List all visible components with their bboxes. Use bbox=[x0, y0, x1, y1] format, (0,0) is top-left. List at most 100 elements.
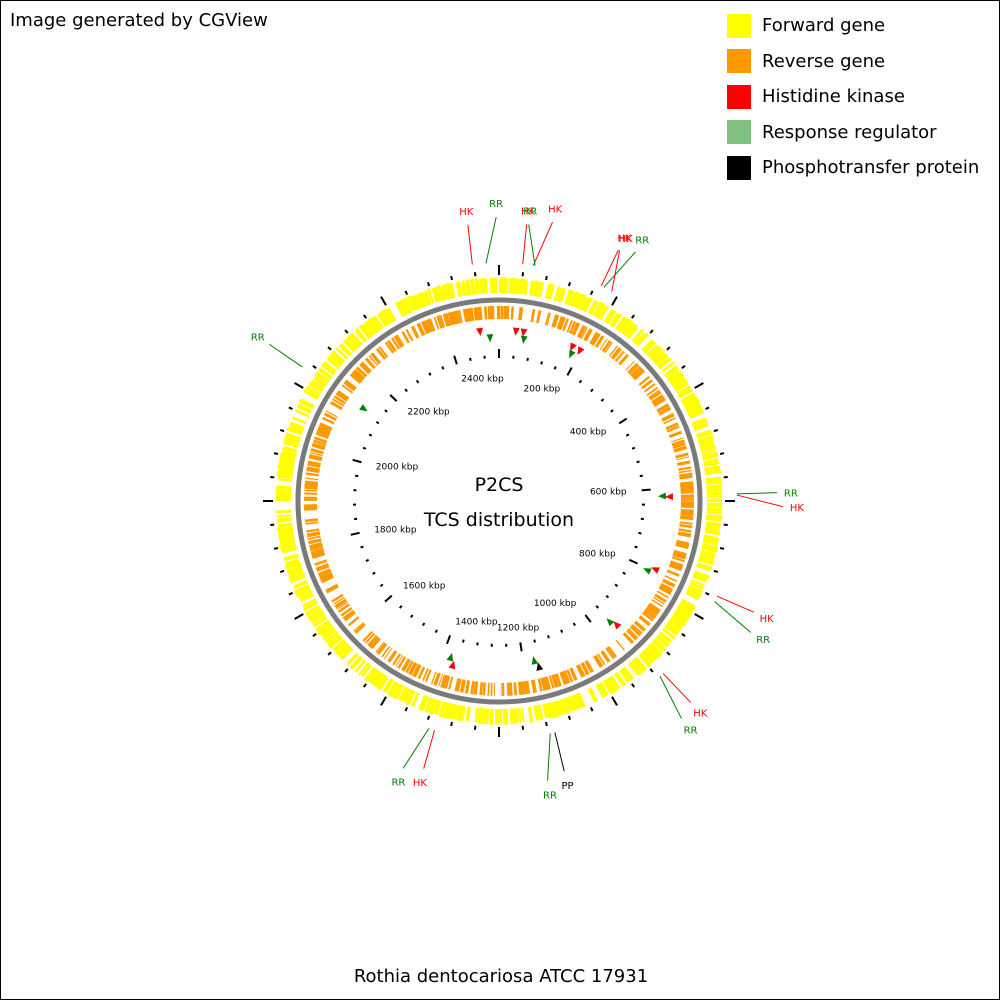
outer-tick bbox=[649, 668, 654, 673]
forward-gene bbox=[411, 295, 421, 310]
forward-gene bbox=[397, 302, 407, 316]
forward-gene bbox=[338, 343, 352, 357]
reverse-gene bbox=[313, 439, 327, 446]
reverse-gene bbox=[540, 677, 546, 691]
reverse-gene bbox=[450, 311, 457, 325]
reverse-gene bbox=[631, 367, 644, 379]
forward-gene bbox=[401, 299, 411, 315]
outer-tick bbox=[705, 592, 710, 596]
credit-text: Image generated by CGView bbox=[10, 10, 268, 31]
reverse-gene bbox=[651, 599, 664, 608]
reverse-gene bbox=[678, 469, 692, 474]
forward-gene bbox=[331, 351, 345, 365]
outer-tick bbox=[404, 707, 408, 712]
reverse-gene bbox=[305, 521, 319, 525]
legend-swatch-phosphotransfer-protein bbox=[727, 155, 751, 180]
reverse-gene bbox=[670, 560, 684, 567]
reverse-gene bbox=[679, 472, 693, 477]
reverse-gene bbox=[562, 318, 570, 332]
ruler-label: 2400 kbp bbox=[461, 375, 504, 385]
forward-gene bbox=[365, 667, 377, 682]
forward-gene bbox=[640, 651, 653, 665]
feature-marker bbox=[606, 618, 615, 627]
reverse-gene bbox=[543, 677, 549, 691]
reverse-gene bbox=[459, 679, 465, 693]
forward-gene bbox=[700, 551, 716, 558]
reverse-gene bbox=[605, 647, 615, 660]
legend: Forward gene Reverse gene Histidine kina… bbox=[727, 8, 979, 186]
forward-gene bbox=[590, 300, 600, 316]
reverse-gene bbox=[673, 551, 687, 559]
outer-tick bbox=[327, 346, 332, 351]
forward-gene bbox=[695, 429, 712, 437]
reverse-gene bbox=[679, 521, 693, 525]
forward-gene bbox=[477, 708, 482, 724]
reverse-gene bbox=[316, 566, 330, 572]
reverse-gene bbox=[360, 362, 372, 374]
forward-gene bbox=[322, 362, 337, 375]
forward-gene bbox=[366, 668, 379, 683]
forward-gene bbox=[514, 279, 520, 294]
reverse-gene bbox=[304, 481, 318, 485]
reverse-gene bbox=[555, 673, 562, 687]
forward-gene bbox=[687, 407, 703, 417]
forward-gene bbox=[283, 446, 298, 452]
reverse-gene bbox=[633, 621, 645, 632]
feature-callout-label: HK bbox=[760, 614, 775, 625]
forward-gene bbox=[382, 678, 393, 692]
reverse-gene bbox=[343, 381, 355, 392]
forward-gene bbox=[294, 583, 310, 594]
reverse-gene bbox=[628, 363, 639, 374]
forward-gene bbox=[419, 291, 429, 307]
reverse-gene bbox=[401, 658, 410, 672]
forward-gene bbox=[683, 397, 699, 408]
reverse-gene bbox=[487, 306, 490, 320]
reverse-gene bbox=[519, 307, 524, 321]
reverse-gene bbox=[654, 593, 667, 603]
legend-item-reverse-gene: Reverse gene bbox=[727, 44, 979, 80]
forward-gene bbox=[296, 404, 312, 414]
reverse-gene bbox=[444, 312, 451, 327]
reverse-gene bbox=[622, 632, 634, 644]
forward-gene bbox=[295, 587, 311, 596]
outer-tick bbox=[426, 281, 431, 287]
feature-callout-line bbox=[402, 728, 430, 769]
feature-callout-line bbox=[423, 729, 436, 769]
forward-gene bbox=[332, 639, 346, 651]
reverse-gene bbox=[325, 583, 339, 593]
reverse-gene bbox=[614, 350, 624, 362]
reverse-gene bbox=[546, 312, 552, 326]
forward-gene bbox=[661, 627, 677, 641]
reverse-gene bbox=[632, 623, 643, 634]
outer-tick-ring bbox=[263, 265, 735, 737]
reverse-gene bbox=[548, 675, 555, 689]
forward-gene bbox=[605, 310, 616, 324]
reverse-gene bbox=[665, 422, 679, 430]
outer-tick bbox=[590, 290, 594, 295]
reverse-gene bbox=[307, 462, 321, 467]
forward-gene bbox=[706, 486, 723, 492]
forward-gene bbox=[360, 324, 373, 339]
reverse-gene bbox=[680, 482, 694, 487]
reverse-gene bbox=[570, 667, 578, 681]
reverse-gene bbox=[675, 542, 689, 548]
reverse-gene bbox=[615, 639, 625, 651]
reverse-gene bbox=[317, 568, 331, 576]
reverse-gene bbox=[582, 662, 590, 675]
ruler-minor-tick bbox=[546, 635, 550, 639]
outer-tick bbox=[545, 721, 548, 727]
forward-gene bbox=[685, 590, 700, 601]
forward-gene bbox=[664, 624, 679, 636]
forward-gene bbox=[317, 622, 333, 636]
reverse-gene bbox=[584, 660, 593, 674]
feature-marker bbox=[570, 342, 577, 352]
forward-gene bbox=[680, 392, 696, 402]
ruler-minor-tick bbox=[533, 639, 536, 643]
reverse-gene bbox=[457, 678, 462, 692]
reverse-gene bbox=[305, 477, 319, 481]
reverse-gene bbox=[578, 325, 586, 338]
reverse-gene bbox=[578, 664, 586, 677]
forward-gene bbox=[279, 536, 295, 544]
feature-marker bbox=[569, 349, 576, 359]
